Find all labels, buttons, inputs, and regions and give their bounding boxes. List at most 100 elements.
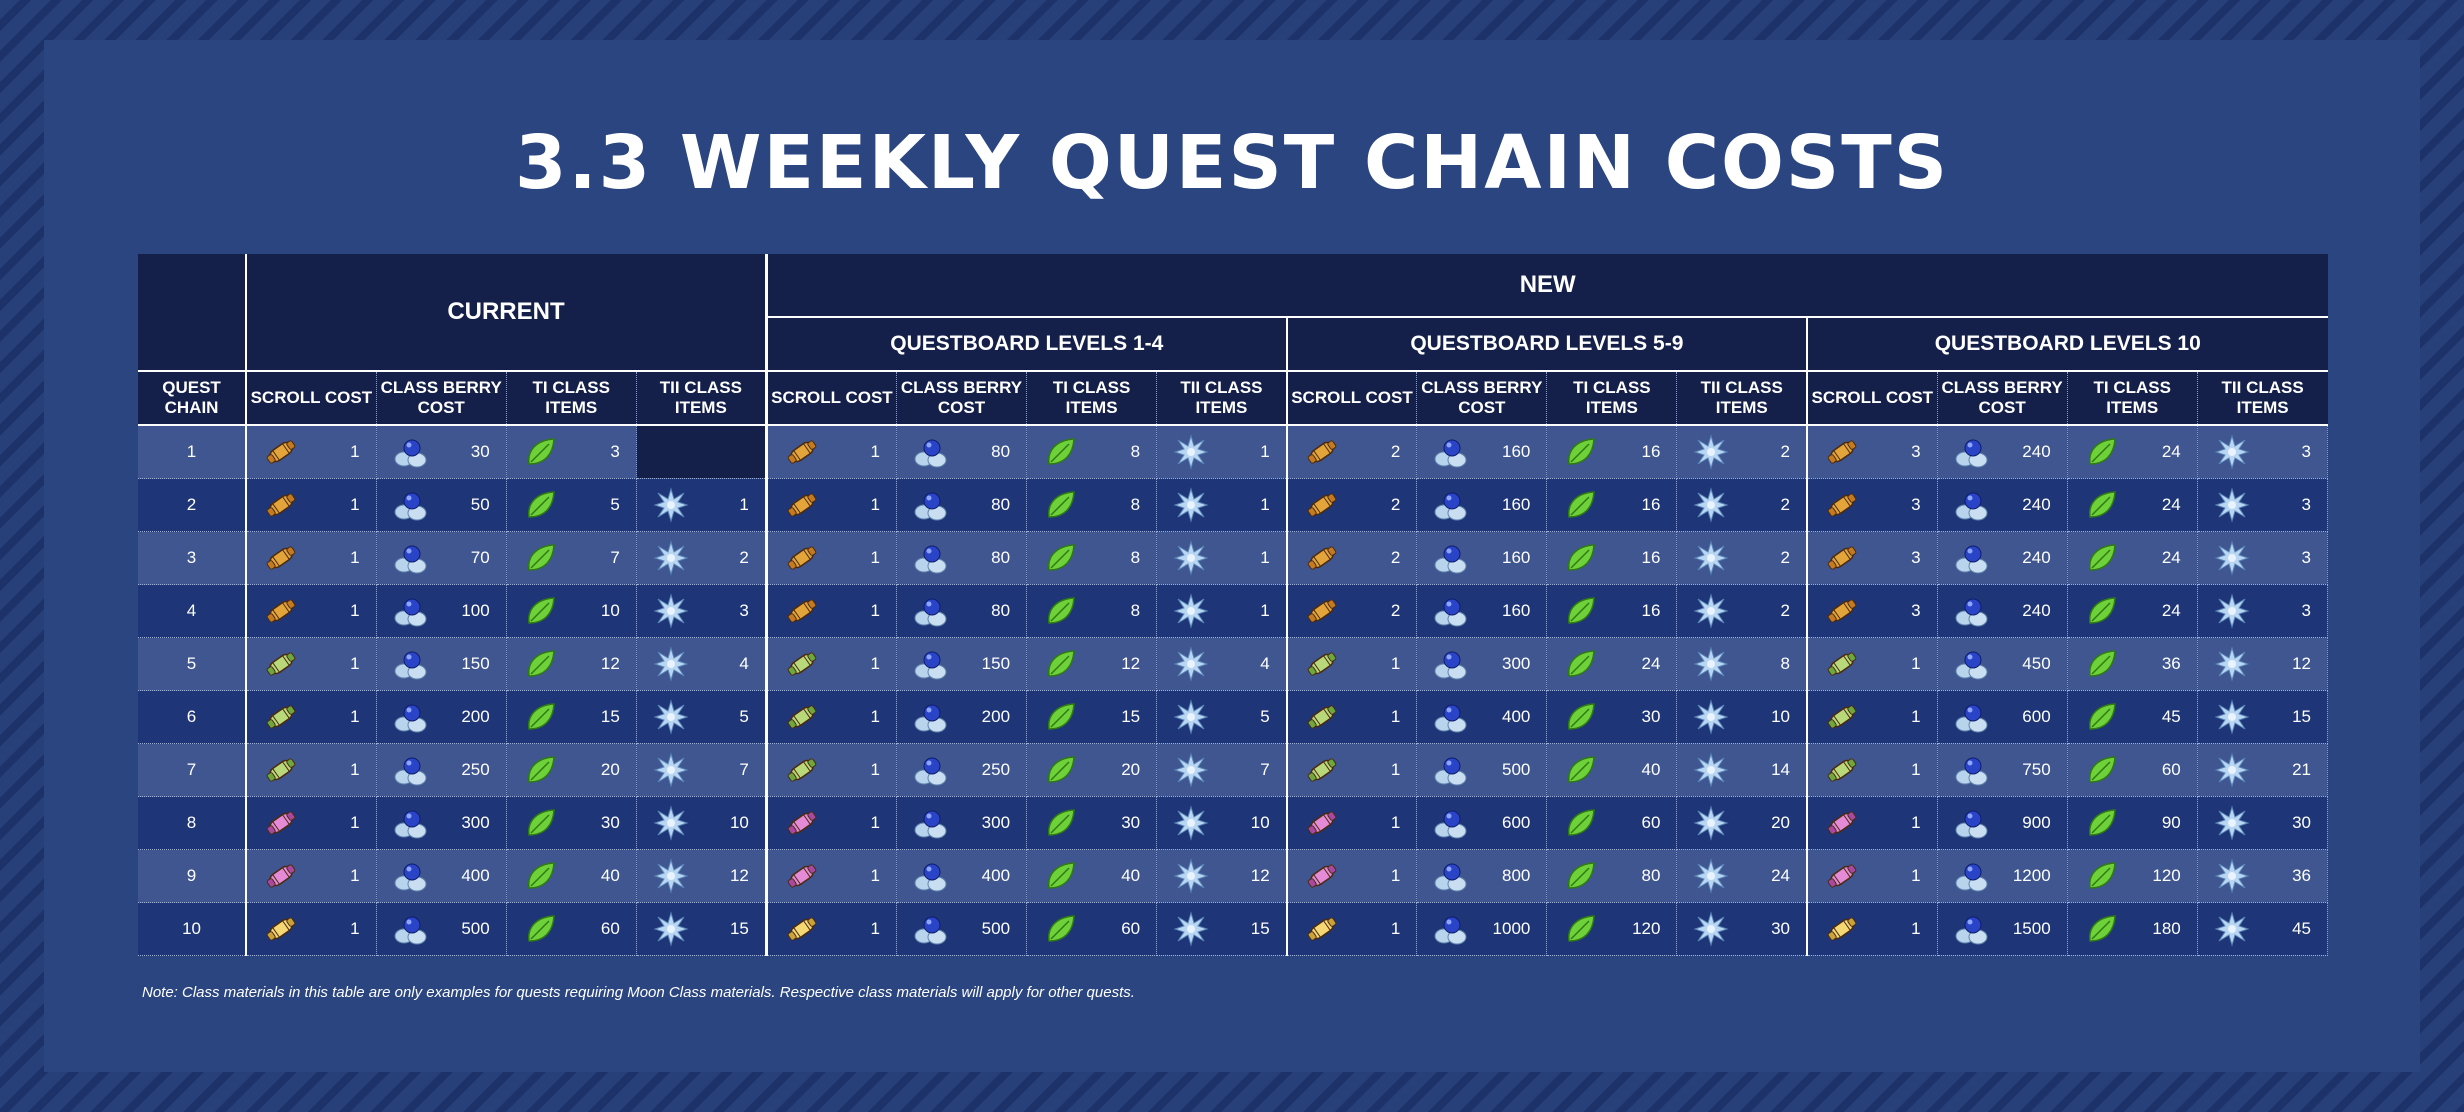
cell-value: 1500 bbox=[2012, 919, 2051, 938]
cell-value: 30 bbox=[600, 813, 620, 832]
cell-value: 1 bbox=[350, 601, 360, 620]
scroll-cost-cell: 1 bbox=[764, 902, 897, 956]
green-scroll-icon bbox=[263, 646, 299, 682]
ti-items-cell: 30 bbox=[506, 796, 637, 850]
cell-value: 60 bbox=[1121, 919, 1141, 938]
scroll-cost-cell: 1 bbox=[245, 637, 377, 691]
cell-value: 1 bbox=[870, 601, 880, 620]
berry-cost-cell: 900 bbox=[1937, 796, 2068, 850]
ti-items-cell: 5 bbox=[506, 478, 637, 532]
tii-items-cell: 3 bbox=[2197, 425, 2329, 479]
ti-items-cell: 8 bbox=[1026, 425, 1158, 479]
moon-berry-icon bbox=[1954, 434, 1990, 470]
moon-berry-icon bbox=[1954, 487, 1990, 523]
ice-star-icon bbox=[1693, 911, 1730, 947]
cell-value: 3 bbox=[610, 442, 620, 461]
berry-cost-cell: 50 bbox=[376, 478, 507, 532]
berry-cost-cell: 250 bbox=[376, 743, 507, 797]
quest-chain-cell: 9 bbox=[138, 849, 247, 903]
cell-value: 5 bbox=[1260, 707, 1270, 726]
quest-chain-cell: 4 bbox=[138, 584, 247, 638]
green-leaf-icon bbox=[1043, 752, 1079, 788]
ti-items-cell: 12 bbox=[1026, 637, 1158, 691]
green-leaf-icon bbox=[1043, 646, 1079, 682]
moon-berry-icon bbox=[393, 699, 429, 735]
cell-value: 3 bbox=[2301, 442, 2311, 461]
berry-cost-cell: 1500 bbox=[1937, 902, 2068, 956]
tii-items-cell: 2 bbox=[1676, 425, 1808, 479]
berry-cost-cell: 750 bbox=[1937, 743, 2068, 797]
scroll-cost-cell: 2 bbox=[1285, 478, 1418, 532]
column-header: CLASS BERRY COST bbox=[1416, 370, 1547, 426]
moon-berry-icon bbox=[1954, 752, 1990, 788]
cell-value: 16 bbox=[1641, 495, 1661, 514]
cell-value: 1 bbox=[870, 760, 880, 779]
scroll-cost-cell: 1 bbox=[1285, 796, 1418, 850]
ice-star-icon bbox=[1173, 540, 1209, 576]
cell-value: 1 bbox=[1911, 919, 1921, 938]
moon-berry-icon bbox=[393, 487, 429, 523]
berry-cost-cell: 70 bbox=[376, 531, 507, 585]
ti-items-cell: 8 bbox=[1026, 584, 1158, 638]
ti-items-cell: 3 bbox=[506, 425, 637, 479]
green-leaf-icon bbox=[1563, 699, 1599, 735]
cell-value: 3 bbox=[1911, 442, 1921, 461]
cell-value: 1 bbox=[350, 760, 360, 779]
berry-cost-cell: 500 bbox=[376, 902, 507, 956]
pink-scroll-icon bbox=[1304, 805, 1340, 841]
cell-value: 250 bbox=[981, 760, 1011, 779]
berry-cost-cell: 160 bbox=[1416, 531, 1548, 585]
column-header: SCROLL COST bbox=[764, 370, 897, 426]
ice-star-icon bbox=[1173, 911, 1209, 947]
cell-value: 600 bbox=[1501, 813, 1531, 832]
cell-value: 400 bbox=[981, 866, 1011, 885]
cell-value: 60 bbox=[600, 919, 620, 938]
cell-value: 1 bbox=[1390, 707, 1401, 726]
scroll-cost-cell: 1 bbox=[245, 690, 377, 744]
cell-value: 50 bbox=[470, 495, 490, 514]
ice-star-icon bbox=[653, 540, 689, 576]
tii-items-cell: 15 bbox=[636, 902, 767, 956]
berry-cost-cell: 80 bbox=[896, 478, 1028, 532]
cell-value: 2 bbox=[1780, 495, 1791, 514]
tii-items-cell: 30 bbox=[2197, 796, 2329, 850]
scroll-cost-cell: 1 bbox=[764, 849, 897, 903]
cell-value: 2 bbox=[1390, 495, 1401, 514]
ice-star-icon bbox=[653, 699, 689, 735]
green-leaf-icon bbox=[1043, 593, 1079, 629]
green-leaf-icon bbox=[2084, 752, 2120, 788]
tii-items-cell: 4 bbox=[636, 637, 767, 691]
berry-cost-cell: 240 bbox=[1937, 584, 2068, 638]
ice-star-icon bbox=[1693, 646, 1730, 682]
ti-items-cell: 180 bbox=[2067, 902, 2198, 956]
cell-value: 1 bbox=[1390, 919, 1401, 938]
cell-value: 12 bbox=[2292, 654, 2311, 673]
green-leaf-icon bbox=[2084, 434, 2120, 470]
cell-value: 1 bbox=[870, 919, 880, 938]
moon-berry-icon bbox=[1954, 593, 1990, 629]
moon-berry-icon bbox=[1954, 540, 1990, 576]
scroll-cost-cell: 1 bbox=[245, 796, 377, 850]
ice-star-icon bbox=[1173, 593, 1209, 629]
column-header: TII CLASS ITEMS bbox=[1156, 370, 1287, 426]
berry-cost-cell: 600 bbox=[1416, 796, 1548, 850]
tii-items-cell: 8 bbox=[1676, 637, 1808, 691]
cell-value: 15 bbox=[1121, 707, 1141, 726]
cell-value: 400 bbox=[461, 866, 490, 885]
scroll-cost-cell: 3 bbox=[1806, 425, 1938, 479]
cell-value: 300 bbox=[461, 813, 490, 832]
table-row: 1 1 30 3 1 80 8 1 2 160 16 2 3 240 24 3 bbox=[138, 425, 2329, 479]
green-leaf-icon bbox=[1563, 752, 1599, 788]
cell-value: 15 bbox=[729, 919, 749, 938]
cell-value: 150 bbox=[461, 654, 490, 673]
cell-value: 1 bbox=[870, 442, 880, 461]
ice-star-icon bbox=[1693, 752, 1730, 788]
green-scroll-icon bbox=[1824, 699, 1860, 735]
berry-cost-cell: 500 bbox=[896, 902, 1028, 956]
cell-value: 1 bbox=[1390, 813, 1401, 832]
tii-items-cell: 5 bbox=[1156, 690, 1288, 744]
cell-value: 8 bbox=[1130, 495, 1141, 514]
cell-value: 1 bbox=[870, 707, 880, 726]
cell-value: 5 bbox=[739, 707, 749, 726]
cell-value: 70 bbox=[470, 548, 490, 567]
